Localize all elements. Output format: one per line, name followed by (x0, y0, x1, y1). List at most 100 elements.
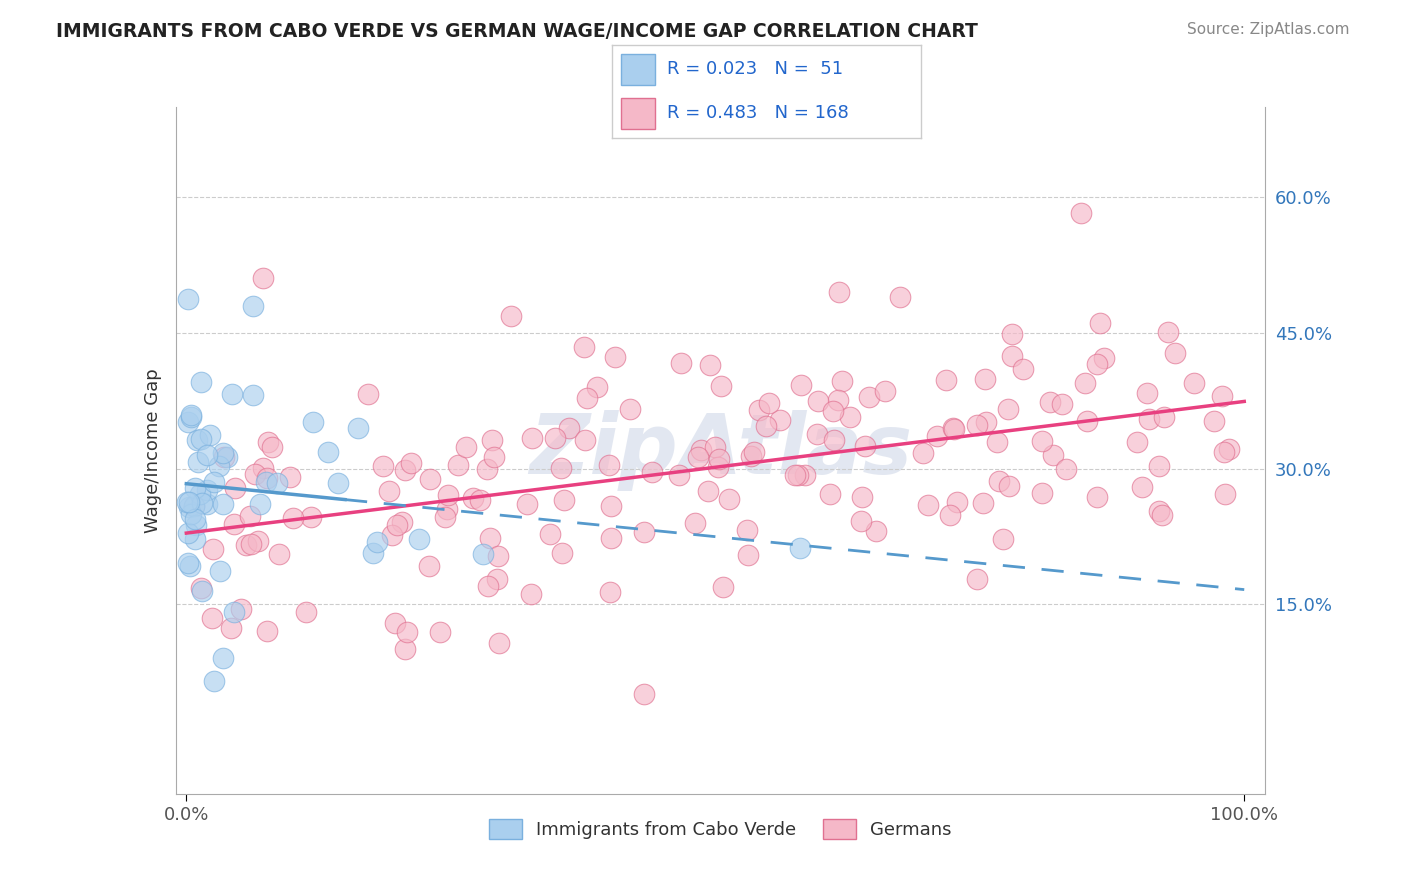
Point (180, 409, 202, 424)
Point (212, 446, 235, 460)
Point (262, 440, 284, 454)
Point (875, 384, 897, 398)
Point (1031, 485, 1053, 500)
Point (419, 472, 441, 486)
Point (299, 509, 322, 524)
Point (1157, 325, 1180, 339)
Point (479, 531, 502, 545)
Point (346, 421, 368, 435)
Point (973, 371, 995, 385)
Point (177, 292, 200, 306)
Point (239, 508, 262, 523)
Bar (621, 54, 655, 85)
Point (707, 452, 730, 467)
Y-axis label: Wage/Income Gap: Wage/Income Gap (143, 368, 162, 533)
Point (1070, 206, 1092, 220)
Point (254, 475, 277, 489)
Point (1218, 442, 1240, 456)
Point (208, 564, 231, 578)
Point (499, 309, 522, 323)
Point (394, 463, 416, 477)
Point (641, 465, 664, 479)
Point (1050, 397, 1073, 411)
Point (574, 433, 596, 447)
Point (789, 541, 811, 555)
Point (477, 579, 499, 593)
Point (1150, 508, 1173, 522)
Point (1182, 376, 1205, 391)
Point (242, 299, 264, 313)
Point (278, 470, 301, 484)
Point (180, 507, 202, 521)
Point (399, 456, 422, 470)
Point (668, 468, 690, 483)
Point (717, 491, 740, 506)
Point (195, 448, 218, 462)
Legend: Immigrants from Cabo Verde, Germans: Immigrants from Cabo Verde, Germans (482, 812, 959, 847)
Point (553, 493, 575, 508)
Point (224, 481, 246, 495)
Point (572, 340, 595, 354)
Point (794, 468, 817, 483)
Point (294, 605, 316, 619)
Point (516, 497, 538, 511)
Point (889, 290, 911, 304)
Point (202, 673, 225, 688)
Point (699, 358, 721, 372)
Point (818, 487, 841, 501)
Point (558, 421, 581, 435)
Point (599, 499, 621, 513)
Point (710, 379, 733, 393)
Point (966, 418, 988, 433)
Point (316, 445, 339, 459)
Point (946, 494, 969, 508)
Point (177, 500, 200, 514)
Point (600, 531, 623, 545)
Point (198, 428, 221, 442)
Point (1001, 327, 1024, 342)
Point (925, 429, 948, 443)
Point (697, 484, 720, 499)
Point (806, 426, 828, 441)
Point (1130, 480, 1153, 494)
Point (195, 483, 218, 498)
Point (179, 558, 201, 573)
Point (849, 514, 872, 528)
Point (838, 409, 860, 424)
Point (222, 516, 245, 531)
Point (755, 419, 778, 434)
Point (266, 475, 288, 490)
Point (1073, 376, 1095, 390)
Point (385, 518, 408, 533)
Point (176, 556, 198, 570)
Point (326, 475, 349, 490)
Point (1164, 346, 1187, 360)
Point (993, 533, 1015, 547)
Point (366, 535, 388, 549)
Point (488, 636, 510, 650)
Point (1088, 317, 1111, 331)
Point (790, 378, 813, 392)
Point (1147, 459, 1170, 474)
Point (394, 642, 416, 657)
Point (711, 580, 734, 594)
Point (1031, 434, 1053, 448)
Point (855, 439, 877, 453)
Point (461, 491, 484, 506)
Point (208, 459, 231, 474)
Point (256, 624, 278, 639)
Point (599, 584, 621, 599)
Point (184, 532, 207, 546)
Point (436, 501, 458, 516)
Point (481, 434, 503, 448)
Point (538, 527, 561, 541)
Point (827, 393, 849, 408)
Point (742, 445, 765, 459)
Point (212, 651, 235, 665)
Point (586, 380, 609, 394)
Point (917, 498, 939, 512)
Point (361, 546, 384, 560)
Point (177, 525, 200, 540)
Point (972, 496, 994, 510)
Point (470, 493, 492, 508)
